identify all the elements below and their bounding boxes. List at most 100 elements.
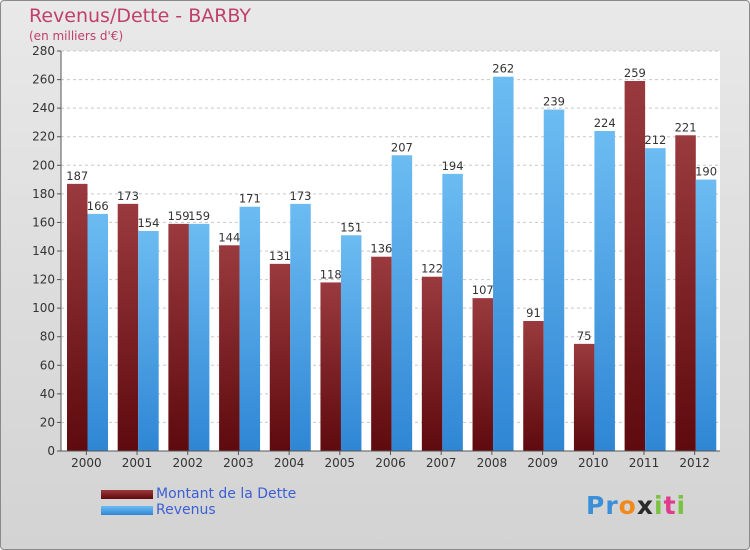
bar-dette xyxy=(320,282,341,451)
bar-revenus xyxy=(340,235,362,451)
x-tick-label: 2005 xyxy=(325,456,356,470)
data-label-dette: 107 xyxy=(472,283,494,297)
legend-label-revenus: Revenus xyxy=(156,502,216,518)
x-tick-label: 2009 xyxy=(527,456,558,470)
chart-subtitle: (en milliers d'€) xyxy=(29,29,124,43)
bar-revenus xyxy=(138,231,159,451)
data-label-revenus: 190 xyxy=(695,165,717,179)
data-label-dette: 159 xyxy=(168,209,190,223)
bar-dette xyxy=(523,321,544,451)
y-tick-label: 220 xyxy=(32,130,55,144)
bar-dette xyxy=(117,203,139,451)
y-tick-label: 180 xyxy=(32,187,55,201)
data-label-dette: 136 xyxy=(370,242,392,256)
data-label-dette: 259 xyxy=(624,66,646,80)
logo-letter: x xyxy=(636,491,654,520)
bar-dette xyxy=(67,183,88,451)
y-tick-label: 0 xyxy=(47,444,55,458)
x-tick-label: 2011 xyxy=(629,456,660,470)
chart-title: Revenus/Dette - BARBY xyxy=(29,5,252,27)
bar-dette xyxy=(421,276,443,451)
bar-revenus xyxy=(645,148,666,451)
data-label-revenus: 159 xyxy=(188,209,210,223)
data-label-revenus: 171 xyxy=(239,192,261,206)
bar-dette xyxy=(219,245,240,451)
legend: Montant de la Dette Revenus xyxy=(101,486,401,519)
axes: 0 20 40 60 80 100 120 140 160 180 200 220 240 260 280 2… xyxy=(32,44,720,470)
y-tick-label: 60 xyxy=(40,358,55,372)
x-tick-label: 2010 xyxy=(578,456,609,470)
logo-letter: t xyxy=(663,491,677,520)
bar-revenus xyxy=(87,213,108,451)
x-tick-label: 2007 xyxy=(426,456,457,470)
data-label-revenus: 166 xyxy=(87,199,109,213)
data-label-dette: 118 xyxy=(320,267,342,281)
data-label-dette: 75 xyxy=(577,329,592,343)
data-label-revenus: 154 xyxy=(137,216,159,230)
data-label-dette: 131 xyxy=(269,249,291,263)
bar-dette xyxy=(269,263,291,451)
x-tick-label: 2004 xyxy=(274,456,305,470)
bar-revenus xyxy=(290,203,311,451)
data-label-dette: 122 xyxy=(421,262,443,276)
data-label-revenus: 194 xyxy=(442,159,464,173)
y-tick-label: 100 xyxy=(32,301,55,315)
y-tick-label: 80 xyxy=(40,330,55,344)
data-label-revenus: 239 xyxy=(543,95,565,109)
legend-item-revenus: Revenus xyxy=(101,502,401,519)
data-label-revenus: 173 xyxy=(290,189,312,203)
bar-dette xyxy=(624,81,646,451)
bars xyxy=(67,76,717,452)
bar-revenus xyxy=(391,155,413,452)
data-label-revenus: 207 xyxy=(391,140,413,154)
data-label-revenus: 212 xyxy=(644,133,666,147)
logo-letter: P xyxy=(586,491,606,520)
y-tick-label: 20 xyxy=(40,415,55,429)
bar-revenus xyxy=(594,131,615,451)
data-label-revenus: 151 xyxy=(340,220,362,234)
y-tick-label: 40 xyxy=(40,387,55,401)
y-tick-label: 280 xyxy=(32,44,55,58)
x-tick-label: 2001 xyxy=(122,456,153,470)
bar-dette xyxy=(371,256,392,451)
logo-letter: r xyxy=(605,491,619,520)
data-label-revenus: 262 xyxy=(492,62,514,76)
legend-swatch-revenus xyxy=(101,506,153,515)
bar-dette xyxy=(472,298,494,451)
bar-revenus xyxy=(493,76,514,451)
x-tick-label: 2002 xyxy=(172,456,203,470)
data-label-dette: 144 xyxy=(218,230,240,244)
legend-item-dette: Montant de la Dette xyxy=(101,486,401,503)
bar-dette xyxy=(168,223,189,451)
x-tick-label: 2003 xyxy=(223,456,254,470)
bar-revenus xyxy=(188,223,210,451)
y-tick-label: 200 xyxy=(32,158,55,172)
data-label-dette: 91 xyxy=(526,306,541,320)
proxiti-logo: Proxiti xyxy=(586,491,686,520)
bar-dette xyxy=(573,343,595,451)
bar-revenus xyxy=(695,179,717,452)
y-tick-label: 160 xyxy=(32,215,55,229)
data-label-dette: 173 xyxy=(117,189,139,203)
data-label-dette: 187 xyxy=(66,169,88,183)
y-tick-label: 240 xyxy=(32,101,55,115)
bar-dette xyxy=(675,135,696,452)
bar-revenus xyxy=(239,206,261,451)
data-label-dette: 221 xyxy=(675,120,697,134)
legend-swatch-dette xyxy=(101,490,153,499)
bar-revenus xyxy=(543,109,565,452)
x-tick-label: 2006 xyxy=(375,456,406,470)
y-tick-label: 260 xyxy=(32,73,55,87)
bar-revenus xyxy=(442,173,463,451)
x-tick-label: 2000 xyxy=(71,456,102,470)
x-tick-label: 2008 xyxy=(477,456,508,470)
legend-label-dette: Montant de la Dette xyxy=(156,486,297,502)
logo-letter: i xyxy=(676,491,687,520)
x-tick-label: 2012 xyxy=(679,456,710,470)
data-label-revenus: 224 xyxy=(594,116,616,130)
logo-letter: o xyxy=(618,491,637,520)
logo-letter: i xyxy=(654,491,664,520)
